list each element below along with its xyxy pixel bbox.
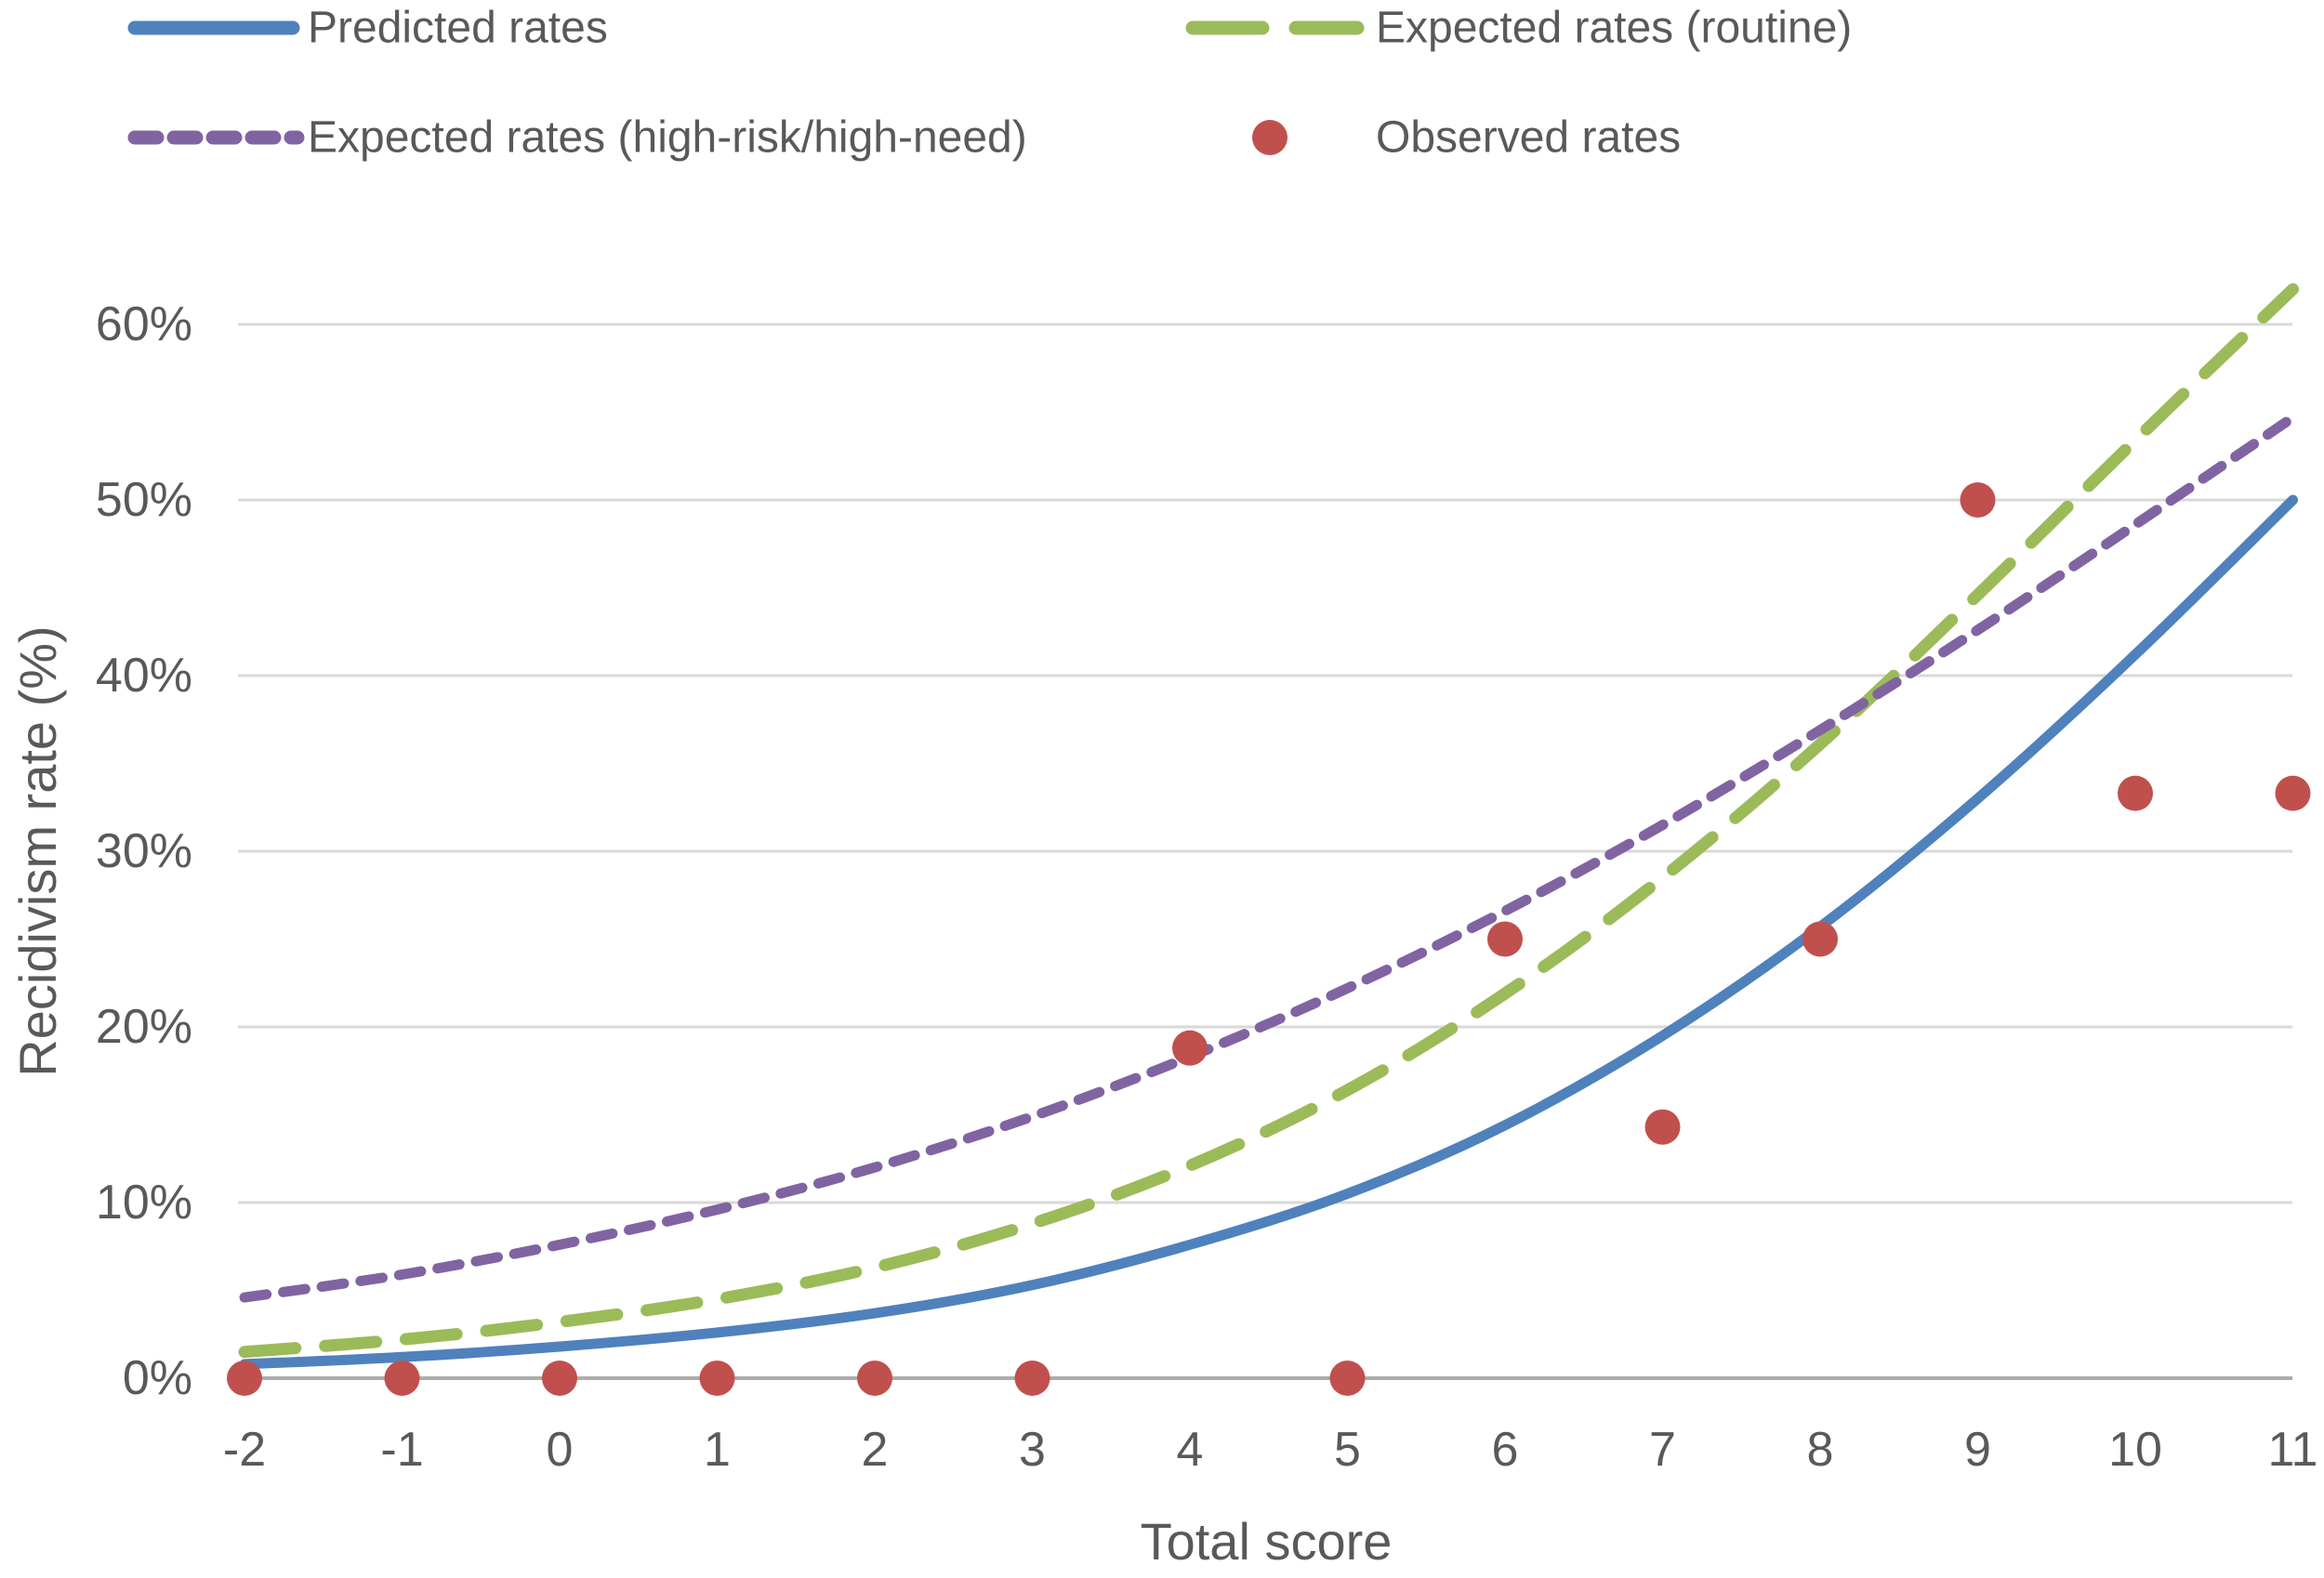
observed-dot bbox=[2275, 775, 2311, 811]
x-tick-label: -2 bbox=[223, 1423, 266, 1477]
x-tick-label: 8 bbox=[1807, 1423, 1834, 1477]
observed-dot bbox=[857, 1361, 892, 1396]
legend-label-expected-routine: Expected rates (routine) bbox=[1376, 4, 1852, 53]
series-line-2 bbox=[239, 412, 2298, 1303]
series-line-1 bbox=[238, 283, 2299, 1359]
legend-key-observed-dot bbox=[1252, 120, 1287, 155]
observed-dot bbox=[1487, 921, 1523, 957]
observed-dot bbox=[1960, 482, 1996, 518]
y-axis-title: Recidivism rate (%) bbox=[8, 625, 67, 1076]
observed-dot bbox=[227, 1361, 262, 1396]
x-axis-title: Total score bbox=[1141, 1512, 1393, 1571]
x-tick-label: 10 bbox=[2108, 1423, 2162, 1477]
y-tick-label: 30% bbox=[96, 824, 192, 878]
legend: Predicted rates Expected rates (routine)… bbox=[127, 4, 1852, 163]
legend-item-expected-highrisk: Expected rates (high-risk/high-need) bbox=[127, 113, 1027, 163]
x-tick-label: 3 bbox=[1019, 1423, 1046, 1477]
legend-label-observed: Observed rates bbox=[1376, 113, 1681, 163]
legend-item-observed: Observed rates bbox=[1252, 113, 1681, 163]
legend-item-predicted: Predicted rates bbox=[127, 4, 608, 53]
x-tick-label: 4 bbox=[1177, 1423, 1204, 1477]
observed-dot bbox=[2118, 775, 2153, 811]
observed-dot bbox=[1644, 1109, 1681, 1145]
y-tick-label: 50% bbox=[96, 473, 192, 527]
series-group bbox=[238, 283, 2299, 1370]
legend-label-expected-highrisk: Expected rates (high-risk/high-need) bbox=[308, 113, 1027, 163]
x-tick-label: -1 bbox=[380, 1423, 423, 1477]
observed-dots-group bbox=[227, 482, 2311, 1396]
x-tick-label: 5 bbox=[1334, 1423, 1361, 1477]
observed-dot bbox=[699, 1361, 735, 1396]
observed-dot bbox=[542, 1361, 577, 1396]
x-tick-label: 1 bbox=[704, 1423, 731, 1477]
x-tick-label: 7 bbox=[1649, 1423, 1676, 1477]
observed-dot bbox=[1172, 1030, 1208, 1066]
y-tick-labels-group: 0% 10% 20% 30% 40% 50% 60% bbox=[96, 297, 192, 1405]
y-tick-label: 60% bbox=[96, 297, 192, 351]
legend-item-expected-routine: Expected rates (routine) bbox=[1185, 4, 1852, 53]
y-tick-label: 0% bbox=[123, 1351, 192, 1405]
x-tick-label: 11 bbox=[2268, 1423, 2318, 1477]
y-tick-label: 10% bbox=[96, 1176, 192, 1230]
y-tick-label: 20% bbox=[96, 1000, 192, 1054]
legend-label-predicted: Predicted rates bbox=[308, 4, 608, 53]
observed-dot bbox=[1329, 1361, 1366, 1396]
gridlines-group bbox=[238, 322, 2292, 1380]
observed-dot bbox=[384, 1361, 420, 1396]
series-line-0 bbox=[239, 494, 2298, 1370]
x-tick-label: 6 bbox=[1492, 1423, 1519, 1477]
observed-dot bbox=[1014, 1361, 1050, 1396]
x-tick-labels-group: -2 -1 0 1 2 3 4 5 6 7 8 9 10 11 bbox=[223, 1423, 2318, 1477]
observed-dot bbox=[1802, 921, 1838, 957]
x-tick-label: 9 bbox=[1964, 1423, 1991, 1477]
y-tick-label: 40% bbox=[96, 649, 192, 703]
x-tick-label: 2 bbox=[862, 1423, 889, 1477]
x-tick-label: 0 bbox=[547, 1423, 574, 1477]
